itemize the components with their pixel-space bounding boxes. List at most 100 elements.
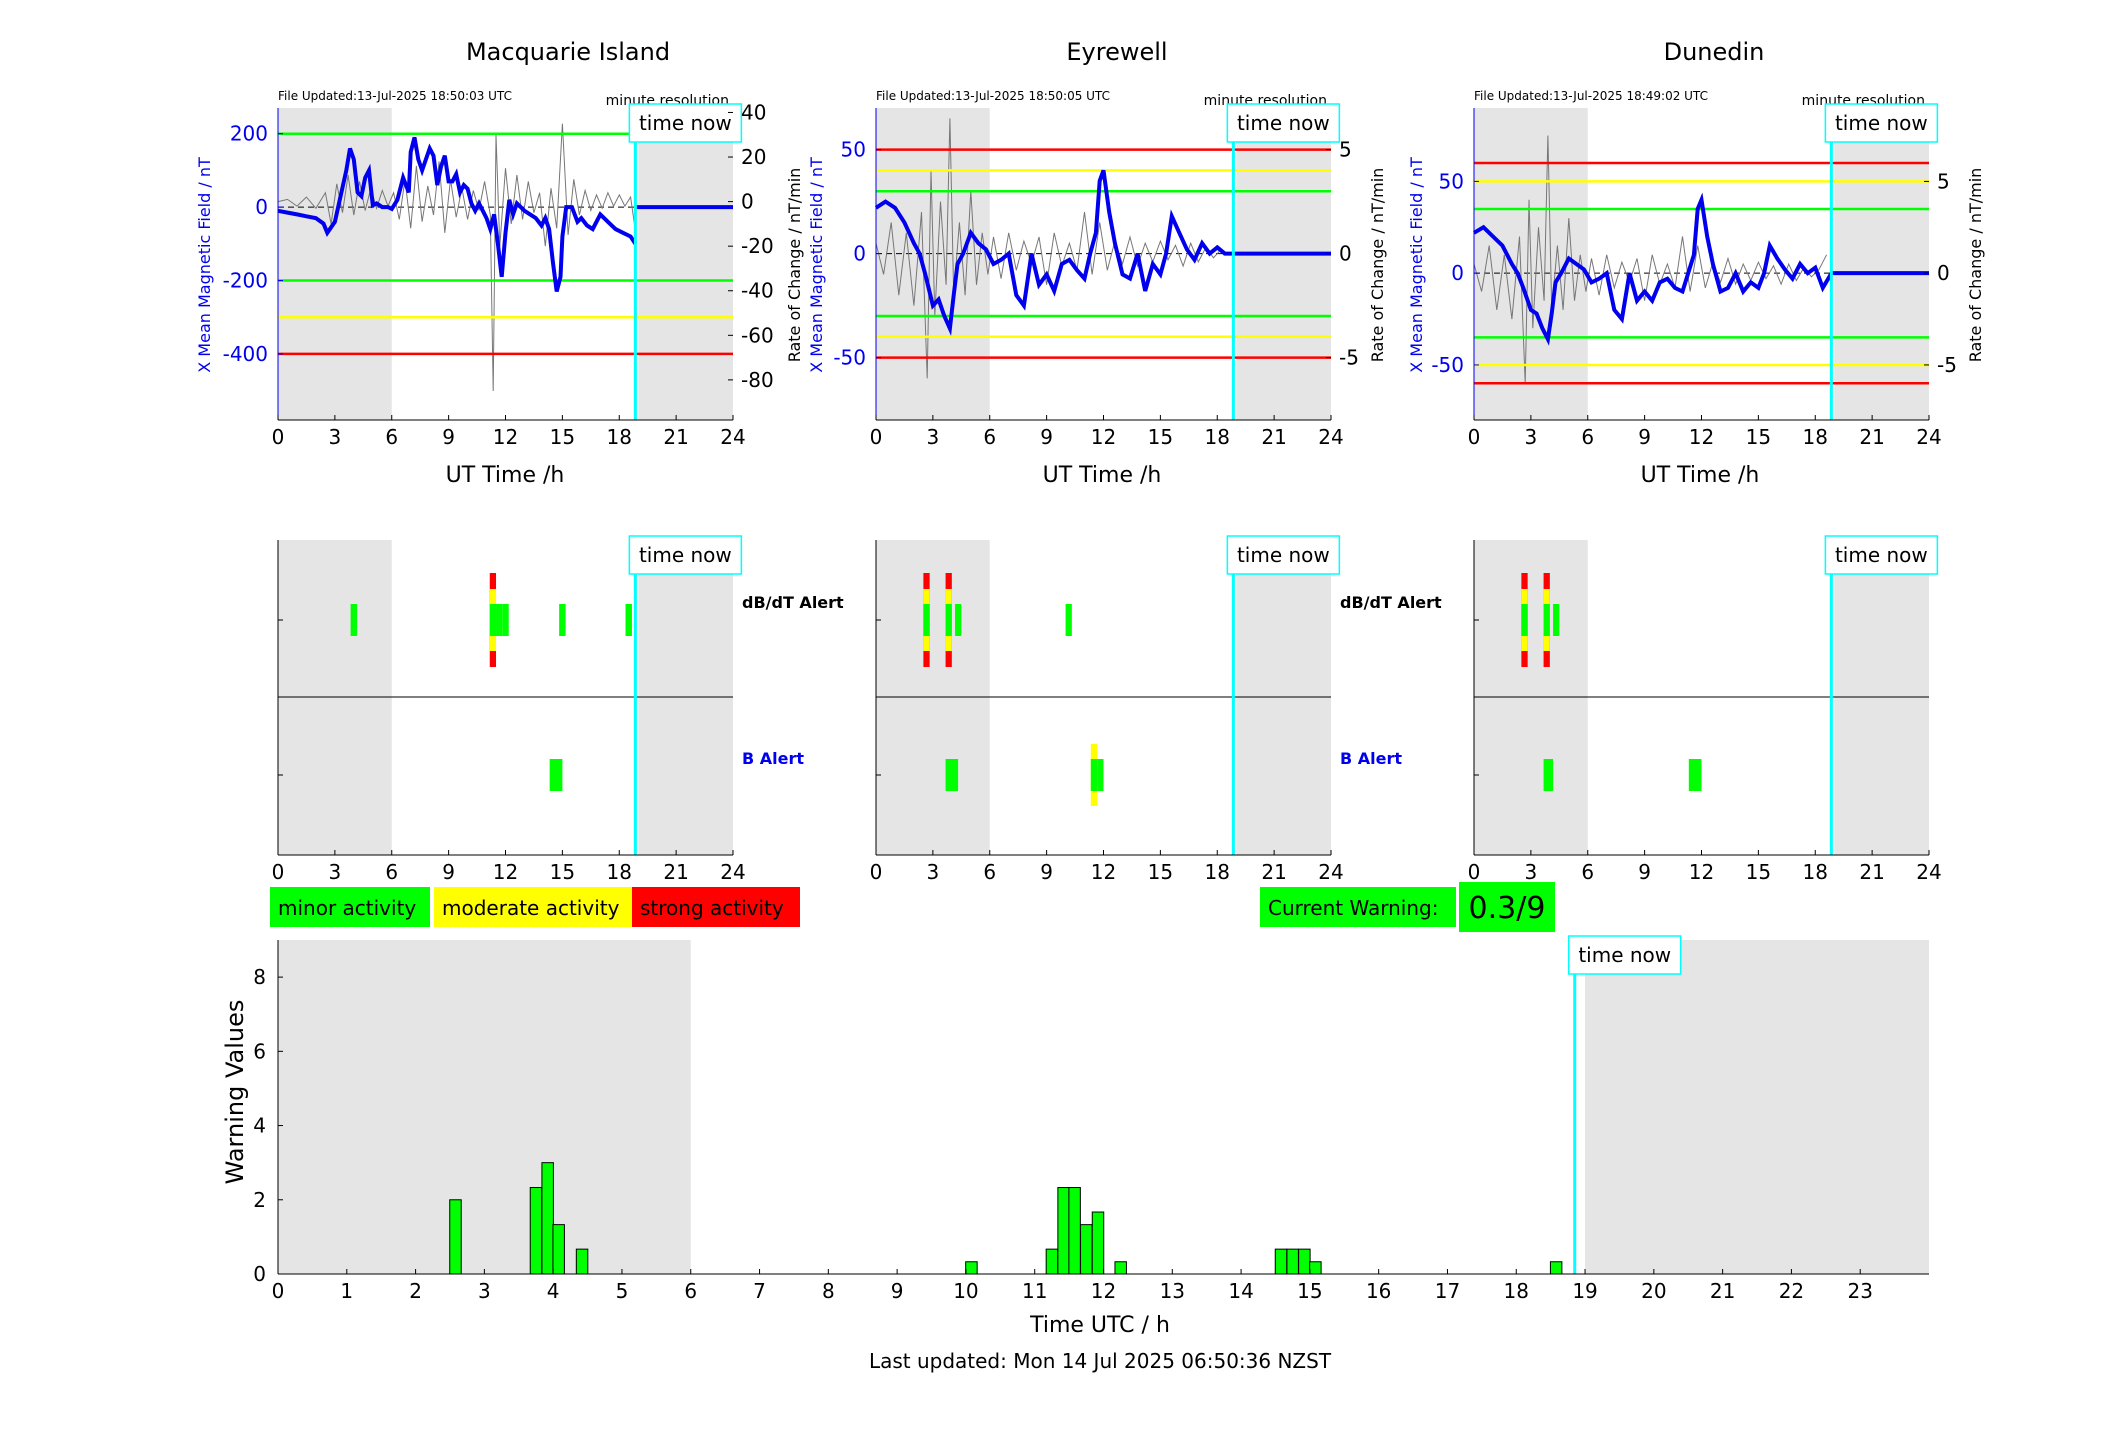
dbdt-alert-block-minor — [1065, 604, 1072, 636]
current-warning-label-box — [1260, 887, 1456, 927]
station-title-dunedin: Dunedin — [1664, 38, 1765, 66]
alert-chart-macquarie: time now 0 3 6 9 12 15 18 21 24 — [272, 535, 746, 884]
x-tick-label: 0 — [1468, 860, 1481, 884]
x-tick-label: 11 — [1022, 1279, 1047, 1303]
x-tick-label: 15 — [1297, 1279, 1322, 1303]
x-tick-label: 15 — [1746, 425, 1771, 449]
alert-chart-dunedin: time now 0 3 6 9 12 15 18 21 24 — [1468, 535, 1942, 884]
warning-bar — [449, 1199, 462, 1275]
warning-bar — [1309, 1261, 1322, 1275]
x-tick-label: 1 — [340, 1279, 353, 1303]
dbdt-alert-block-minor — [955, 604, 962, 636]
y-left-tick-label: -50 — [833, 346, 866, 370]
time-now-label: time now — [1237, 543, 1330, 567]
x-tick-label: 18 — [1504, 1279, 1529, 1303]
station-title-eyrewell: Eyrewell — [1066, 38, 1167, 66]
x-tick-label: 15 — [550, 860, 575, 884]
y-left-tick-label: -50 — [1431, 353, 1464, 377]
dbdt-alert-block-minor — [1553, 604, 1560, 636]
x-tick-label: 13 — [1160, 1279, 1185, 1303]
x-tick-label: 22 — [1779, 1279, 1804, 1303]
warning-bar — [1298, 1248, 1311, 1275]
legend-moderate-swatch — [434, 887, 632, 927]
x-tick-label: 12 — [493, 860, 518, 884]
x-tick-label: 18 — [1205, 860, 1230, 884]
y-tick-label: 8 — [253, 965, 266, 989]
x-tick-label: 12 — [1689, 860, 1714, 884]
file-updated-macquarie: File Updated:13-Jul-2025 18:50:03 UTC — [278, 89, 512, 103]
x-tick-label: 21 — [1261, 860, 1286, 884]
y-right-tick-label: -60 — [741, 323, 774, 347]
x-tick-label: 9 — [1638, 425, 1651, 449]
x-tick-label: 4 — [547, 1279, 560, 1303]
y-right-tick-label: 0 — [1937, 261, 1950, 285]
y-right-tick-label: -5 — [1937, 353, 1957, 377]
x-tick-label: 9 — [891, 1279, 904, 1303]
x-tick-label: 9 — [442, 860, 455, 884]
time-now-box — [1567, 935, 1682, 975]
x-tick-label: 14 — [1228, 1279, 1253, 1303]
x-tick-label: 21 — [1859, 860, 1884, 884]
x-tick-label: 16 — [1366, 1279, 1391, 1303]
x-tick-label: 23 — [1847, 1279, 1872, 1303]
warning-bar — [575, 1248, 589, 1275]
ylabel-right-macquarie: Rate of Change / nT/min — [785, 168, 804, 363]
warning-bar — [541, 1162, 554, 1275]
x-tick-label: 6 — [684, 1279, 697, 1303]
y-right-tick-label: 40 — [741, 100, 766, 124]
warning-bar — [1045, 1248, 1059, 1275]
x-tick-label: 21 — [663, 425, 688, 449]
warning-bar — [965, 1261, 978, 1275]
warning-bar — [1286, 1248, 1299, 1275]
time-now-box — [1226, 535, 1341, 575]
x-tick-label: 20 — [1641, 1279, 1666, 1303]
legend-strong-swatch — [632, 887, 800, 927]
b-alert-block-minor — [945, 759, 959, 791]
rate-of-change-line — [1473, 135, 1828, 384]
x-tick-label: 12 — [1091, 860, 1116, 884]
x-tick-label: 9 — [1040, 860, 1053, 884]
x-tick-label: 12 — [1091, 425, 1116, 449]
x-tick-label: 24 — [1916, 425, 1941, 449]
warning-bar — [1114, 1261, 1127, 1275]
x-tick-label: 12 — [493, 425, 518, 449]
current-warning-value-box — [1459, 882, 1555, 932]
y-left-tick-label: 0 — [255, 195, 268, 219]
x-tick-label: 2 — [409, 1279, 422, 1303]
legend-minor-label: minor activity — [278, 896, 416, 920]
x-tick-label: 15 — [1148, 425, 1173, 449]
x-tick-label: 9 — [442, 425, 455, 449]
x-tick-label: 18 — [607, 860, 632, 884]
x-tick-label: 3 — [478, 1279, 491, 1303]
file-updated-eyrewell: File Updated:13-Jul-2025 18:50:05 UTC — [876, 89, 1110, 103]
x-tick-label: 6 — [983, 425, 996, 449]
x-tick-label: 18 — [1205, 425, 1230, 449]
x-tick-label: 0 — [272, 425, 285, 449]
y-right-tick-label: -80 — [741, 368, 774, 392]
y-tick-label: 0 — [253, 1262, 266, 1286]
last-updated: Last updated: Mon 14 Jul 2025 06:50:36 N… — [869, 1349, 1332, 1373]
x-tick-label: 21 — [663, 860, 688, 884]
x-tick-label: 6 — [385, 860, 398, 884]
x-tick-label: 6 — [385, 425, 398, 449]
y-right-tick-label: -20 — [741, 234, 774, 258]
dbdt-alert-label-macquarie: dB/dT Alert — [742, 593, 844, 612]
x-tick-label: 7 — [753, 1279, 766, 1303]
y-right-tick-label: 20 — [741, 145, 766, 169]
y-left-tick-label: -400 — [223, 342, 268, 366]
time-now-label: time now — [1578, 943, 1671, 967]
x-tick-label: 9 — [1040, 425, 1053, 449]
y-right-tick-label: 5 — [1937, 169, 1950, 193]
x-tick-label: 12 — [1689, 425, 1714, 449]
warning-bar — [552, 1224, 565, 1275]
ylabel-right-eyrewell: Rate of Change / nT/min — [1368, 168, 1387, 363]
warning-bar — [1274, 1248, 1288, 1275]
x-tick-label: 3 — [927, 425, 940, 449]
x-tick-label: 15 — [1148, 860, 1173, 884]
dbdt-alert-block-minor — [350, 604, 358, 636]
time-now-box — [1226, 103, 1341, 143]
